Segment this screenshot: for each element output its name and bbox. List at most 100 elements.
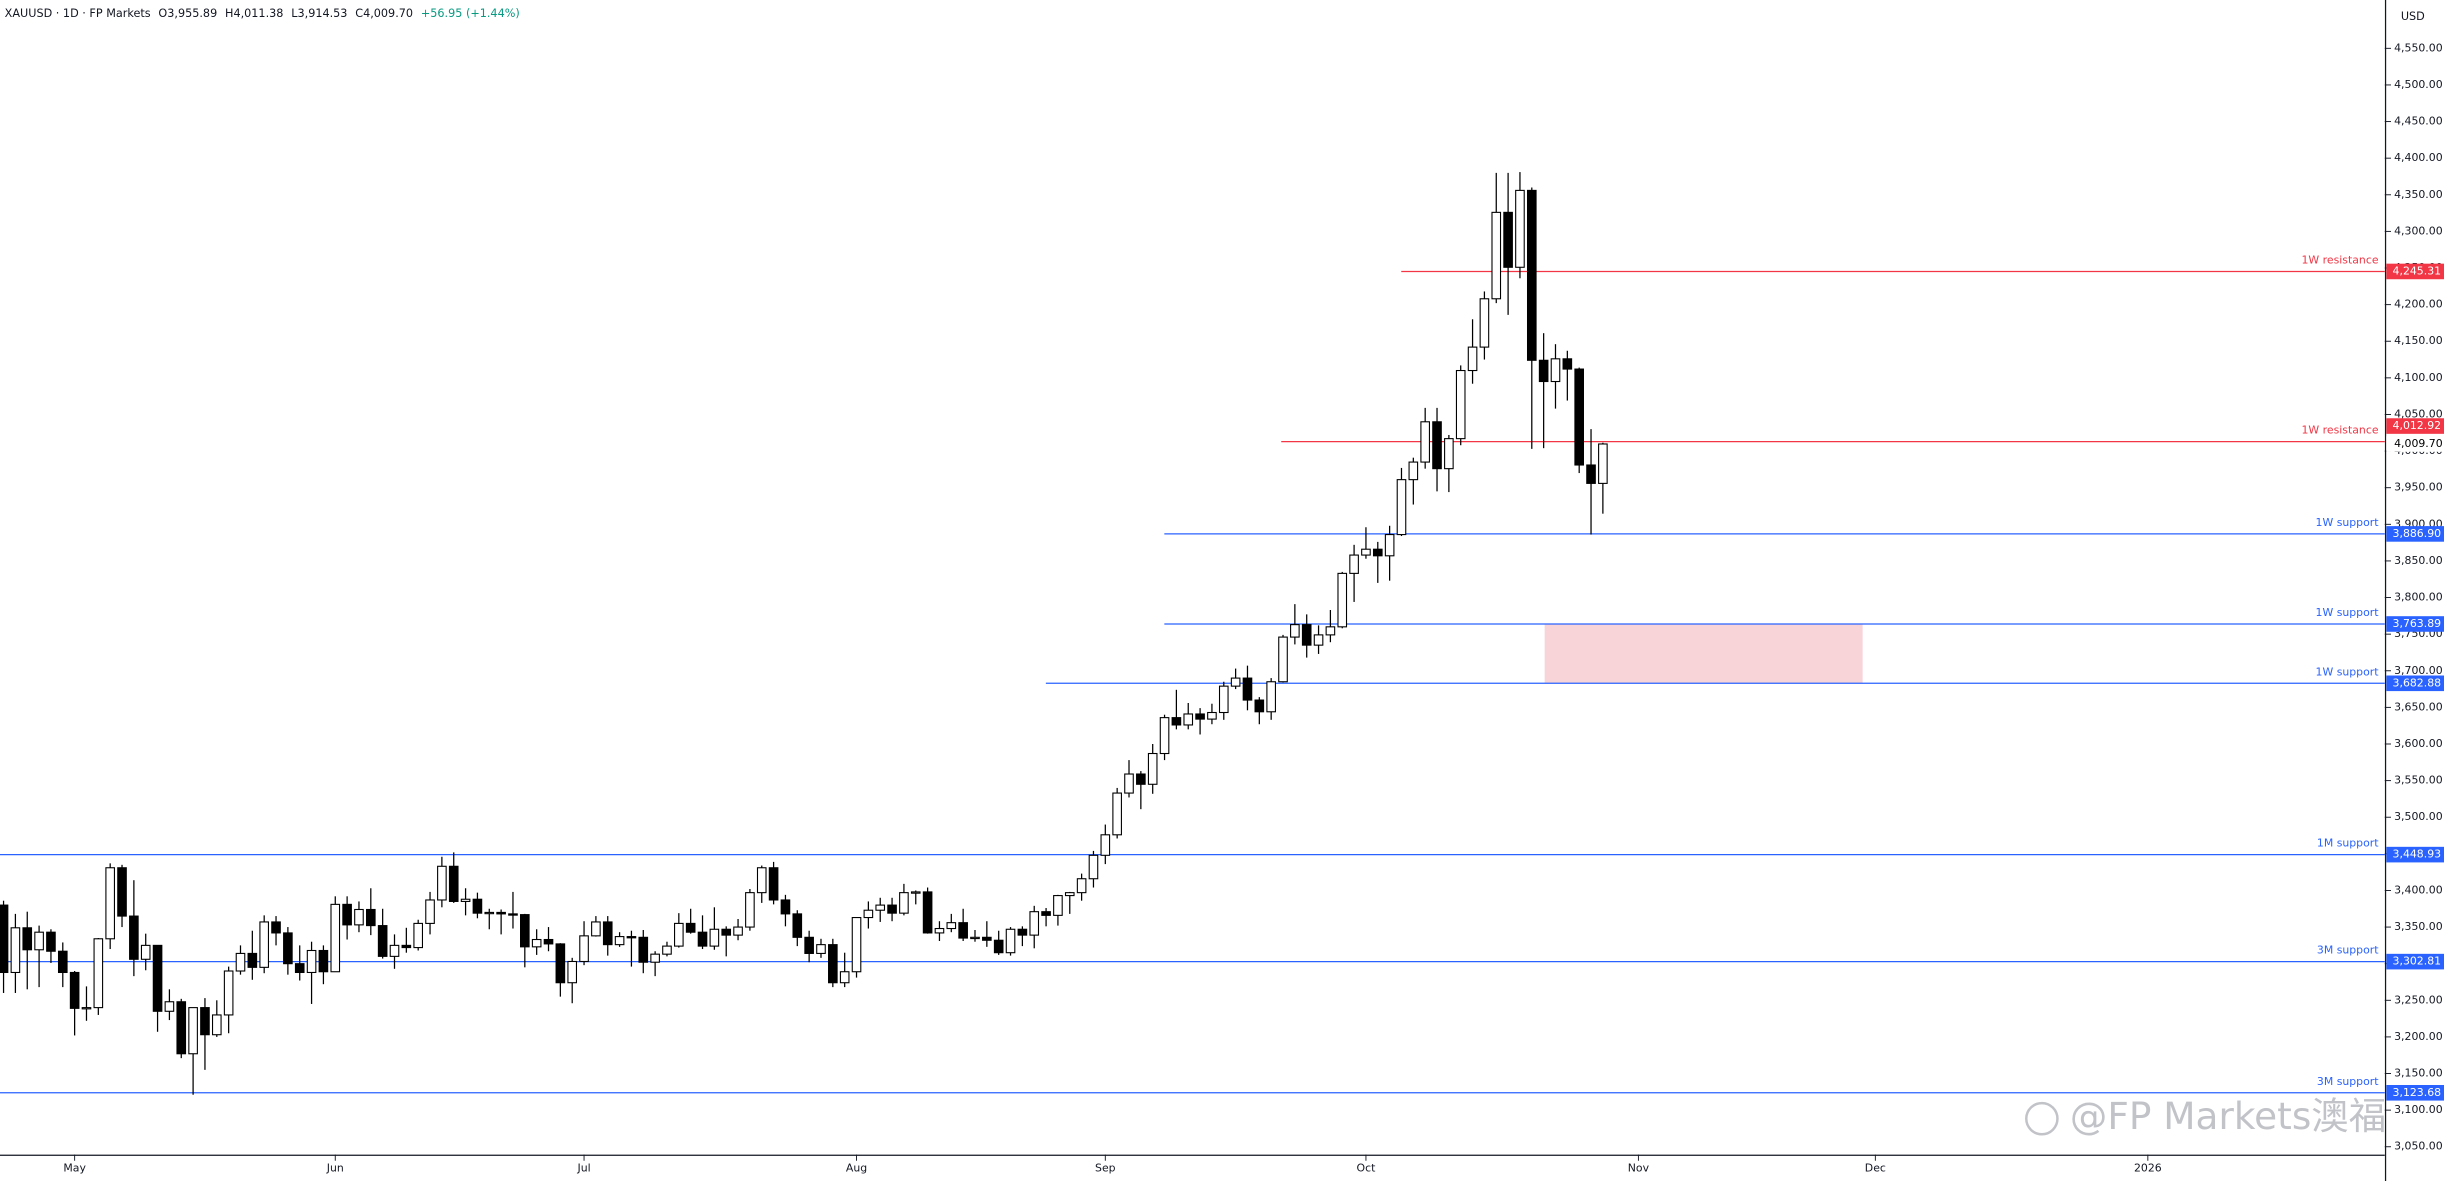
y-tick-label: 4,100.00 <box>2394 371 2443 384</box>
level-name: 1W support <box>2316 606 2380 619</box>
price-tag <box>2386 263 2444 280</box>
candle-body <box>1598 443 1608 484</box>
y-tick-label: 3,400.00 <box>2394 883 2443 896</box>
candle-body <box>484 911 495 915</box>
candle-body <box>437 865 447 901</box>
candle-body <box>804 936 814 954</box>
candle-body <box>152 944 163 1012</box>
candle-body <box>626 936 637 939</box>
candle-body <box>638 936 649 963</box>
candle-body <box>1124 773 1134 794</box>
price-tag-label: 4,245.31 <box>2393 264 2442 277</box>
candle-body <box>117 867 127 917</box>
candle-body <box>259 921 269 968</box>
candle-body <box>401 944 412 949</box>
candle-body <box>1455 369 1466 440</box>
x-tick-label: Jul <box>576 1162 590 1175</box>
candle-body <box>365 908 376 927</box>
y-tick-label: 4,300.00 <box>2394 224 2443 237</box>
candle-body <box>697 931 708 947</box>
candle-body <box>922 891 933 934</box>
level-name: 1W resistance <box>2302 424 2379 437</box>
candle-body <box>1147 752 1158 785</box>
candle-body <box>294 963 305 974</box>
watermark-icon <box>2025 1101 2059 1136</box>
candle-body <box>946 922 957 930</box>
candle-body <box>57 950 68 974</box>
y-tick-label: 3,550.00 <box>2394 774 2443 787</box>
candle-body <box>875 904 886 911</box>
candle-body <box>1491 211 1502 300</box>
y-tick-label: 3,500.00 <box>2394 810 2443 823</box>
y-tick-label: 3,250.00 <box>2394 993 2443 1006</box>
symbol: XAUUSD · 1D · FP Markets <box>5 7 151 20</box>
plot-area: 1W resistance 1W resistance 1W support 1W s… <box>0 172 2385 1095</box>
price-tag <box>2386 526 2444 542</box>
candle-body <box>1076 878 1087 894</box>
candle-body <box>46 931 56 952</box>
price-tag-label: 4,012.92 <box>2393 419 2442 432</box>
price-tag-label: 3,682.88 <box>2393 676 2442 689</box>
candle-body <box>543 938 554 945</box>
candle-body <box>1112 792 1122 836</box>
candle-body <box>1550 358 1561 383</box>
candle-body <box>579 935 589 963</box>
candle-body <box>389 944 400 957</box>
level-name: 1W resistance <box>2302 254 2379 267</box>
candle-body <box>81 1007 92 1010</box>
candle-body <box>1029 911 1040 936</box>
price-tag-label: 3,302.81 <box>2393 955 2442 968</box>
candle-body <box>1088 854 1099 880</box>
candle-body <box>1053 895 1063 916</box>
y-tick-label: 4,150.00 <box>2394 334 2443 347</box>
candle-body <box>318 949 329 973</box>
candle-body <box>211 1014 222 1036</box>
candle-body <box>591 921 601 937</box>
candle-body <box>354 908 364 926</box>
candle-body <box>496 911 506 915</box>
y-tick-label: 4,050.00 <box>2394 407 2443 420</box>
candle-body <box>816 944 826 954</box>
y-tick-label: 3,950.00 <box>2394 481 2443 494</box>
watermark-text: @FP Markets澳福 <box>2070 1094 2386 1138</box>
candle-body <box>377 925 388 957</box>
candle-body <box>567 960 578 984</box>
price-tag <box>2386 675 2444 692</box>
candle-body <box>1372 548 1383 557</box>
candle-body <box>851 917 862 973</box>
candle-body <box>1230 677 1241 687</box>
currency-label: USD <box>2401 10 2425 23</box>
candle-body <box>899 892 909 914</box>
candle-body <box>602 921 613 946</box>
open: O3,955.89 <box>158 7 217 20</box>
last-price-label: 4,009.70 <box>2394 437 2443 450</box>
candle-body <box>69 971 80 1009</box>
candle-body <box>283 932 293 965</box>
candle-body <box>721 928 732 936</box>
candle-body <box>10 927 21 974</box>
candle-body <box>34 931 44 951</box>
change: +56.95 (+1.44%) <box>421 7 520 20</box>
candle-body <box>247 952 258 968</box>
y-tick-label: 3,600.00 <box>2394 737 2443 750</box>
x-tick-label: Aug <box>846 1162 867 1175</box>
candle-body <box>1266 681 1276 713</box>
candle-body <box>934 927 945 934</box>
candle-body <box>330 903 341 973</box>
y-tick-label: 4,350.00 <box>2394 188 2443 201</box>
candle-body <box>1159 717 1170 755</box>
candle-body <box>342 903 352 926</box>
candle-body <box>662 945 672 955</box>
candle-body <box>472 898 483 914</box>
price-tag-label: 3,886.90 <box>2393 527 2442 540</box>
x-tick-label: May <box>63 1162 86 1175</box>
candle-body <box>1384 534 1395 557</box>
candle-body <box>271 921 281 934</box>
candle-body <box>1408 461 1419 481</box>
candle-body <box>200 1007 210 1036</box>
candle-body <box>460 898 471 902</box>
candle-body <box>140 944 151 960</box>
candle-body <box>0 904 9 974</box>
